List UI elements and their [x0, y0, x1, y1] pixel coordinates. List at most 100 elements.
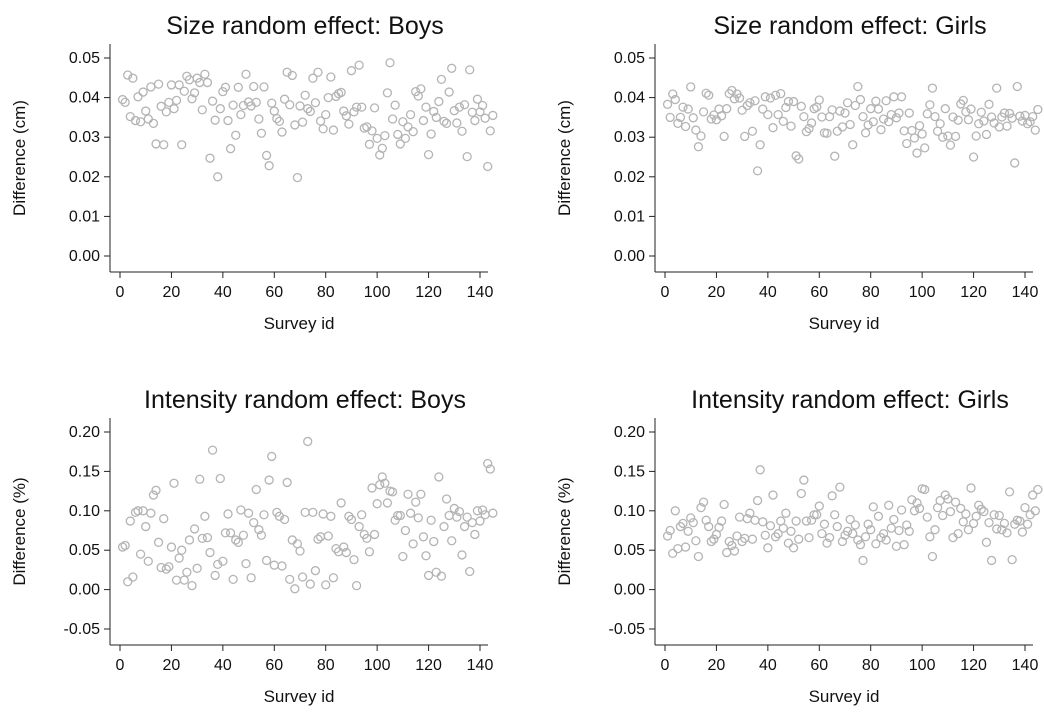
- data-point: [439, 116, 449, 127]
- data-point: [210, 115, 220, 125]
- x-tick-label: 140: [467, 284, 494, 301]
- data-point: [886, 523, 896, 533]
- data-point: [372, 499, 382, 509]
- data-point: [832, 126, 842, 136]
- data-point: [1004, 108, 1015, 119]
- data-point: [860, 532, 871, 542]
- data-point: [156, 101, 166, 111]
- x-tick-label: 100: [364, 284, 391, 301]
- data-point: [305, 106, 315, 117]
- data-point: [706, 536, 716, 547]
- data-point: [1033, 484, 1043, 495]
- x-tick-label: 80: [862, 284, 880, 301]
- x-tick-label: 40: [214, 657, 232, 674]
- data-point: [824, 532, 835, 543]
- data-point: [950, 497, 961, 507]
- data-point: [207, 445, 218, 455]
- data-point: [986, 112, 997, 122]
- data-point: [344, 511, 354, 521]
- data-point: [842, 98, 853, 108]
- data-point: [770, 532, 781, 542]
- data-point: [351, 102, 362, 112]
- data-point: [197, 533, 207, 544]
- data-point: [315, 116, 326, 126]
- y-tick-label: 0.02: [614, 169, 645, 186]
- x-axis-title: Survey id: [809, 314, 880, 333]
- data-point: [948, 112, 958, 122]
- data-point: [323, 531, 333, 541]
- data-point: [976, 107, 986, 117]
- data-point: [218, 556, 228, 566]
- data-point: [184, 535, 195, 545]
- data-point: [238, 530, 249, 540]
- data-point: [1022, 119, 1033, 129]
- data-point: [189, 524, 200, 534]
- data-point: [382, 498, 393, 508]
- data-point: [369, 103, 380, 113]
- data-point: [891, 113, 902, 123]
- data-point: [447, 63, 457, 73]
- data-point: [146, 508, 156, 518]
- data-point: [930, 111, 940, 122]
- data-point: [878, 529, 889, 539]
- data-point: [945, 506, 956, 517]
- data-point: [683, 526, 693, 536]
- data-point: [120, 540, 130, 551]
- data-point: [405, 508, 416, 518]
- y-tick-label: 0.05: [614, 542, 645, 559]
- x-tick-label: 20: [163, 284, 181, 301]
- data-point: [914, 503, 925, 514]
- data-point: [868, 117, 878, 127]
- data-point: [357, 510, 367, 520]
- data-point: [668, 548, 678, 559]
- x-tick-label: 40: [759, 657, 777, 674]
- data-point: [398, 117, 408, 127]
- data-point: [200, 69, 210, 79]
- data-point: [187, 581, 197, 591]
- data-point: [400, 525, 411, 536]
- data-point: [920, 143, 930, 153]
- data-point: [285, 100, 295, 110]
- data-point: [968, 152, 979, 162]
- data-point: [169, 104, 179, 114]
- x-axis-title: Survey id: [809, 687, 880, 706]
- data-point: [758, 517, 768, 527]
- data-point: [938, 510, 948, 521]
- data-point: [822, 538, 832, 548]
- data-point: [385, 58, 395, 68]
- y-tick-label: 0.03: [69, 129, 100, 146]
- data-point: [483, 458, 493, 469]
- data-point: [922, 512, 932, 522]
- data-point: [1007, 113, 1017, 123]
- data-point: [976, 504, 986, 514]
- data-point: [822, 128, 832, 138]
- data-point: [997, 525, 1007, 535]
- x-tick-label: 100: [909, 657, 936, 674]
- y-tick-label: 0.04: [614, 90, 645, 107]
- data-point: [737, 536, 747, 547]
- data-point: [716, 111, 727, 121]
- data-point: [326, 511, 336, 521]
- data-point: [866, 104, 876, 114]
- data-point: [243, 508, 254, 518]
- data-point: [367, 483, 377, 493]
- data-point: [156, 562, 166, 573]
- data-point: [979, 116, 989, 126]
- data-point: [416, 489, 426, 499]
- data-point: [161, 564, 171, 574]
- data-point: [431, 112, 441, 123]
- data-point: [192, 563, 202, 573]
- data-point: [794, 534, 804, 544]
- data-point: [922, 109, 932, 119]
- data-point: [261, 150, 272, 161]
- data-point: [452, 118, 462, 128]
- data-point: [873, 104, 884, 114]
- data-point: [860, 128, 871, 138]
- data-point: [1004, 487, 1015, 497]
- data-point: [277, 561, 287, 571]
- data-point: [848, 140, 858, 150]
- data-point: [143, 556, 153, 566]
- data-point: [680, 542, 691, 552]
- data-point: [768, 123, 778, 133]
